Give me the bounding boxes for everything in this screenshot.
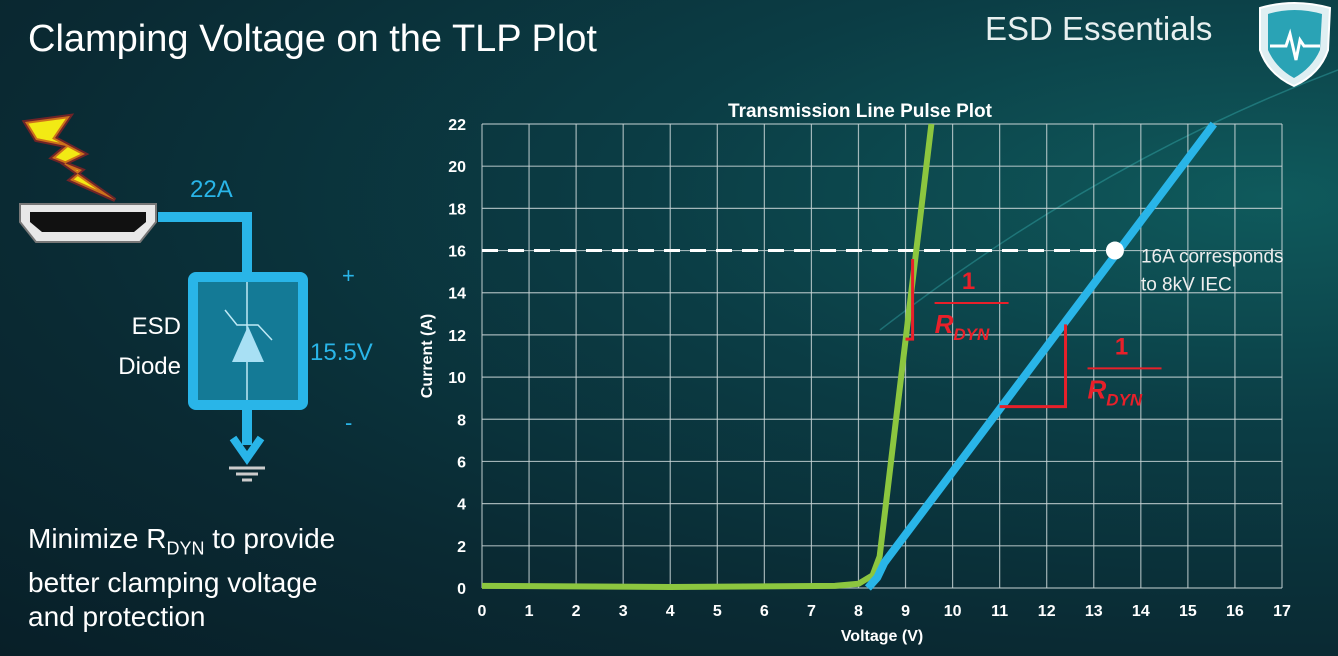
decorative-swoosh xyxy=(879,69,1338,331)
x-tick-label: 12 xyxy=(1038,603,1056,620)
x-tick-label: 15 xyxy=(1179,603,1197,620)
shield-logo-icon xyxy=(1259,2,1332,88)
x-axis-label: Voltage (V) xyxy=(841,628,923,645)
x-tick-label: 10 xyxy=(944,603,962,620)
voltage-label: 15.5V xyxy=(310,339,373,366)
y-tick-label: 12 xyxy=(448,328,466,345)
current-label: 22A xyxy=(190,176,233,203)
x-tick-label: 4 xyxy=(666,603,675,620)
x-tick-label: 14 xyxy=(1132,603,1150,620)
slope-denominator: RDYN xyxy=(1088,374,1143,409)
y-tick-label: 2 xyxy=(457,539,466,556)
x-tick-label: 17 xyxy=(1273,603,1291,620)
y-tick-label: 18 xyxy=(448,201,466,218)
y-tick-label: 16 xyxy=(448,244,466,261)
slope-denominator: RDYN xyxy=(935,309,990,344)
y-tick-label: 4 xyxy=(457,497,466,514)
y-tick-labels: 0 2 4 6 8 10 12 14 16 18 20 22 xyxy=(448,117,466,598)
lightning-icon xyxy=(21,113,117,202)
x-tick-labels: 0 1 2 3 4 5 6 7 8 9 10 11 12 13 14 15 16 17 xyxy=(478,603,1291,620)
x-tick-label: 0 xyxy=(478,603,487,620)
x-tick-label: 6 xyxy=(760,603,769,620)
marker-annotation-line-1: 16A corresponds xyxy=(1141,247,1284,268)
arrow-down-icon xyxy=(229,435,265,465)
y-axis-label: Current (A) xyxy=(419,314,436,398)
x-tick-label: 7 xyxy=(807,603,816,620)
slope-annotations xyxy=(905,258,1068,409)
y-tick-label: 22 xyxy=(448,117,466,134)
slope-numerator: 1 xyxy=(962,268,975,295)
bottom-text-line-2: better clamping voltage xyxy=(28,566,318,598)
bottom-text: Minimize RDYN to provide better clamping… xyxy=(28,522,335,634)
y-tick-label: 14 xyxy=(448,286,466,303)
chart-series xyxy=(481,121,1217,591)
ground-icon xyxy=(229,466,265,482)
chart-title: Transmission Line Pulse Plot xyxy=(728,101,993,122)
slope-triangle xyxy=(999,324,1068,409)
x-tick-label: 11 xyxy=(991,603,1008,620)
slope-numerator: 1 xyxy=(1115,333,1128,360)
y-tick-label: 0 xyxy=(457,581,466,598)
minus-sign: - xyxy=(345,410,352,435)
series-line-green xyxy=(481,123,935,590)
marker-16a xyxy=(1105,241,1124,260)
bottom-text-line-1: Minimize RDYN to provide xyxy=(28,523,336,559)
y-tick-label: 8 xyxy=(457,412,466,429)
marker-annotation-line-2: to 8kV IEC xyxy=(1141,275,1232,296)
x-tick-label: 9 xyxy=(901,603,910,620)
bottom-text-line-3: and protection xyxy=(28,600,206,632)
device-label-esd: ESD xyxy=(132,313,181,340)
x-tick-label: 1 xyxy=(525,603,534,620)
x-tick-label: 3 xyxy=(619,603,628,620)
series-line-blue xyxy=(864,121,1217,591)
plus-sign: + xyxy=(342,263,355,288)
x-tick-label: 2 xyxy=(572,603,581,620)
hdmi-connector-icon xyxy=(19,203,157,243)
slide-title: Clamping Voltage on the TLP Plot xyxy=(28,18,597,60)
wire xyxy=(158,212,252,276)
esd-circuit-diagram: 22A ESD Diode 15.5V + - xyxy=(19,113,373,482)
x-tick-label: 13 xyxy=(1085,603,1103,620)
x-tick-label: 5 xyxy=(713,603,722,620)
y-tick-label: 10 xyxy=(448,370,466,387)
x-tick-label: 8 xyxy=(854,603,863,620)
slope-triangle xyxy=(905,258,915,341)
y-tick-label: 6 xyxy=(457,454,466,471)
x-tick-label: 16 xyxy=(1226,603,1244,620)
y-tick-label: 20 xyxy=(448,159,466,176)
device-label-diode: Diode xyxy=(118,353,181,380)
brand-name: ESD Essentials xyxy=(985,10,1213,47)
